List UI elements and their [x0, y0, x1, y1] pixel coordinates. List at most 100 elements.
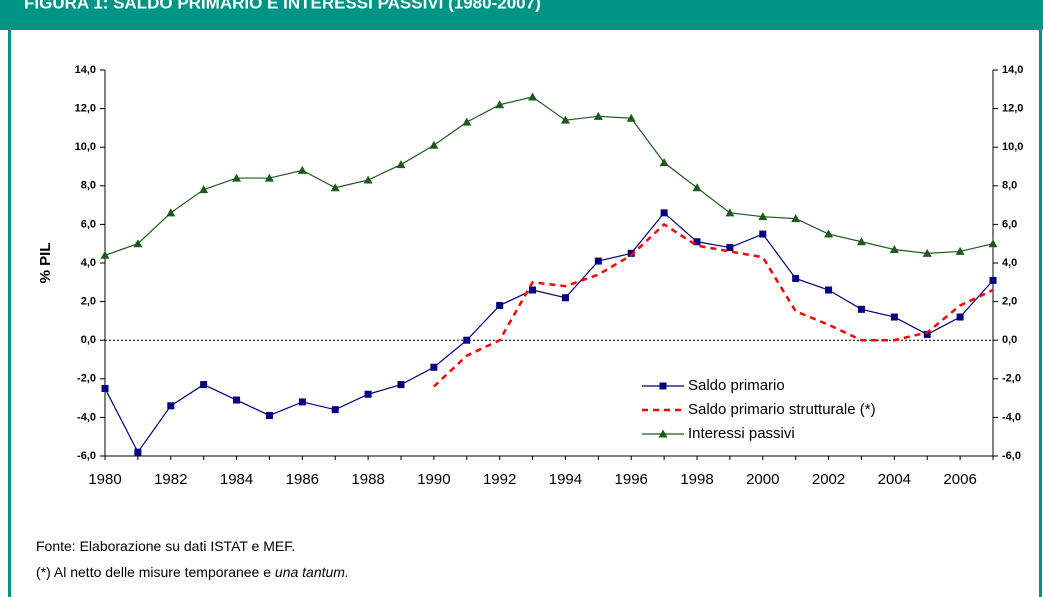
- x-tick-label: 2006: [943, 471, 976, 488]
- x-tick-label: 1992: [483, 471, 516, 488]
- data-point: [792, 274, 800, 282]
- legend-marker: [659, 382, 667, 390]
- x-tick-label: 1984: [220, 471, 253, 488]
- x-tick-label: 1994: [549, 471, 582, 488]
- data-point: [726, 244, 734, 252]
- header-bar: [0, 0, 1043, 30]
- data-point: [496, 301, 504, 309]
- data-point: [594, 257, 602, 265]
- footnote-note: (*) Al netto delle misure temporanee e u…: [36, 564, 349, 580]
- data-point: [955, 246, 965, 255]
- y-tick-label: 10,0: [75, 141, 96, 153]
- data-point: [166, 208, 176, 217]
- data-point: [725, 208, 735, 217]
- data-point: [330, 183, 340, 192]
- data-point: [396, 160, 406, 169]
- data-point: [923, 330, 931, 338]
- y-axis-label: % PIL: [37, 243, 54, 284]
- data-point: [825, 286, 833, 294]
- data-point: [134, 448, 142, 456]
- legend-label: Saldo primario strutturale (*): [688, 401, 876, 418]
- y2-tick-label: 8,0: [1002, 180, 1017, 192]
- data-point: [363, 175, 373, 184]
- y2-tick-label: 6,0: [1002, 218, 1017, 230]
- data-point: [561, 294, 569, 302]
- data-point: [659, 158, 669, 167]
- data-point: [759, 230, 767, 238]
- y-tick-label: 12,0: [75, 103, 96, 115]
- data-point: [429, 140, 439, 149]
- data-point: [922, 248, 932, 257]
- data-point: [528, 92, 538, 101]
- data-point: [560, 115, 570, 124]
- x-tick-label: 2000: [746, 471, 779, 488]
- data-point: [233, 396, 241, 404]
- legend-label: Interessi passivi: [688, 425, 795, 442]
- y-tick-label: 2,0: [81, 296, 96, 308]
- header-title: FIGURA 1: SALDO PRIMARIO E INTERESSI PAS…: [24, 0, 541, 12]
- x-tick-label: 1986: [286, 471, 319, 488]
- data-point: [265, 411, 273, 419]
- data-point: [430, 363, 438, 371]
- series-line: [433, 222, 994, 388]
- footnote-note-italic: una tantum.: [274, 564, 349, 580]
- data-point: [462, 117, 472, 126]
- data-point: [100, 250, 110, 259]
- data-point: [232, 173, 242, 182]
- y2-tick-label: 14,0: [1002, 64, 1023, 76]
- footnote-note-text: (*) Al netto delle misure temporanee e: [36, 564, 275, 580]
- data-point: [200, 381, 208, 389]
- y2-tick-label: -6,0: [1002, 450, 1021, 462]
- y-tick-label: 0,0: [81, 334, 96, 346]
- data-point: [133, 239, 143, 248]
- y-tick-label: -6,0: [77, 450, 96, 462]
- data-point: [495, 100, 505, 109]
- data-point: [529, 286, 537, 294]
- data-point: [298, 398, 306, 406]
- data-point: [297, 165, 307, 174]
- data-point: [692, 183, 702, 192]
- y-tick-label: -2,0: [77, 373, 96, 385]
- x-tick-label: 2004: [878, 471, 911, 488]
- footnote-source: Fonte: Elaborazione su dati ISTAT e MEF.: [36, 538, 296, 554]
- y-tick-label: -4,0: [77, 411, 96, 423]
- data-point: [693, 238, 701, 246]
- legend-marker: [658, 429, 668, 438]
- y2-tick-label: -2,0: [1002, 373, 1021, 385]
- series-line: [104, 211, 994, 454]
- y2-tick-label: 0,0: [1002, 334, 1017, 346]
- data-point: [397, 381, 405, 389]
- x-tick-label: 1982: [154, 471, 187, 488]
- data-point: [626, 113, 636, 122]
- series-line: [104, 96, 994, 256]
- data-point: [758, 212, 768, 221]
- data-point: [101, 384, 109, 392]
- y-tick-label: 6,0: [81, 218, 96, 230]
- x-tick-label: 1980: [88, 471, 121, 488]
- x-tick-label: 1990: [417, 471, 450, 488]
- x-tick-label: 1998: [680, 471, 713, 488]
- y-tick-label: 4,0: [81, 257, 96, 269]
- legend-label: Saldo primario: [688, 377, 785, 394]
- data-point: [824, 229, 834, 238]
- panel-border-right: [1039, 30, 1042, 597]
- data-point: [889, 244, 899, 253]
- y-tick-label: 8,0: [81, 180, 96, 192]
- data-point: [593, 111, 603, 120]
- data-point: [264, 173, 274, 182]
- data-point: [463, 336, 471, 344]
- panel-border-left: [8, 30, 11, 597]
- y2-tick-label: 12,0: [1002, 103, 1023, 115]
- data-point: [660, 209, 668, 217]
- data-point: [331, 406, 339, 414]
- y2-tick-label: 2,0: [1002, 296, 1017, 308]
- x-tick-label: 1988: [351, 471, 384, 488]
- x-tick-label: 1996: [615, 471, 648, 488]
- data-point: [989, 276, 997, 284]
- data-point: [857, 305, 865, 313]
- data-point: [956, 313, 964, 321]
- y2-tick-label: -4,0: [1002, 411, 1021, 423]
- data-point: [199, 185, 209, 194]
- x-tick-label: 2002: [812, 471, 845, 488]
